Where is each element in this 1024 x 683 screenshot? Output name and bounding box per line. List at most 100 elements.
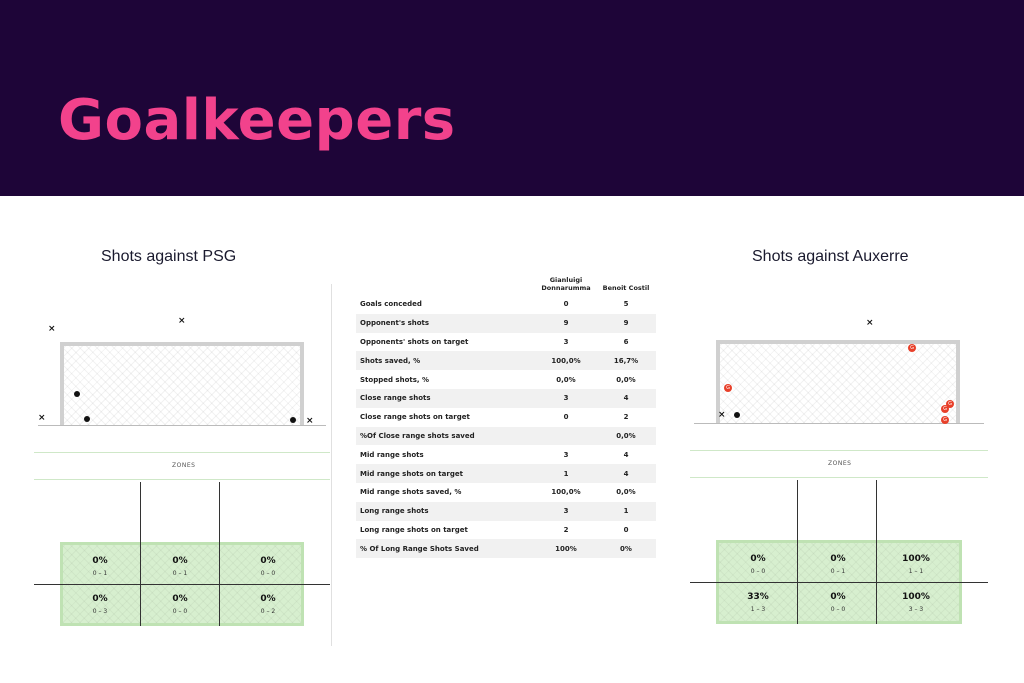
left-goal-chart: × × × × bbox=[34, 300, 330, 430]
row-label: Close range shots on target bbox=[360, 413, 470, 422]
table-row: %Of Close range shots saved 0,0% bbox=[356, 426, 656, 446]
table-row: Mid range shots 3 4 bbox=[356, 445, 656, 464]
header-banner: Goalkeepers bbox=[0, 0, 1024, 196]
donnarumma-value: 0 bbox=[563, 413, 569, 422]
row-label: Shots saved, % bbox=[356, 351, 536, 371]
costil-value: 2 bbox=[623, 413, 629, 422]
zone-cell: 100% 1 – 1 bbox=[902, 554, 930, 575]
shot-off-target-mark: × bbox=[306, 416, 314, 426]
costil-value: 9 bbox=[596, 313, 656, 333]
shot-saved-mark bbox=[74, 391, 80, 397]
zone-cell: 0% 0 – 2 bbox=[260, 594, 276, 615]
costil-value: 4 bbox=[623, 450, 629, 459]
zones-label: ZONES bbox=[172, 462, 196, 469]
zone-cell: 0% 0 – 3 bbox=[92, 594, 108, 615]
costil-value: 0% bbox=[596, 539, 656, 559]
table-row: Mid range shots saved, % 100,0% 0,0% bbox=[356, 483, 656, 502]
donnarumma-value: 0,0% bbox=[556, 375, 576, 384]
costil-value: 5 bbox=[623, 300, 629, 309]
row-label: Mid range shots bbox=[360, 450, 424, 459]
zone-cell: 0% 0 – 1 bbox=[172, 556, 188, 577]
goal-conceded-mark: G bbox=[941, 416, 949, 424]
shot-saved-mark bbox=[84, 416, 90, 422]
goalkeeper-stats-table: Gianluigi Donnarumma Benoit Costil Goals… bbox=[356, 276, 656, 559]
donnarumma-value: 3 bbox=[563, 337, 569, 346]
shot-off-target-mark: × bbox=[178, 316, 186, 326]
donnarumma-value: 9 bbox=[536, 313, 596, 333]
row-label: Goals conceded bbox=[360, 300, 422, 309]
zone-cell: 0% 0 – 0 bbox=[830, 592, 846, 613]
table-row: Stopped shots, % 0,0% 0,0% bbox=[356, 370, 656, 389]
donnarumma-value: 100,0% bbox=[536, 351, 596, 371]
row-label: Close range shots bbox=[356, 388, 536, 408]
shot-off-target-mark: × bbox=[38, 413, 46, 423]
zone-grid-line bbox=[876, 480, 877, 624]
zone-cell: 0% 0 – 0 bbox=[172, 594, 188, 615]
zone-grid-line bbox=[140, 482, 141, 626]
row-label: % Of Long Range Shots Saved bbox=[356, 539, 536, 559]
donnarumma-value: 1 bbox=[536, 464, 596, 483]
goal-line bbox=[38, 425, 326, 426]
costil-value: 0,0% bbox=[616, 375, 636, 384]
shot-saved-mark bbox=[734, 412, 740, 418]
costil-value: 0,0% bbox=[596, 426, 656, 446]
row-label: Opponents' shots on target bbox=[360, 337, 469, 346]
table-row: Mid range shots on target 1 4 bbox=[356, 464, 656, 483]
row-label: %Of Close range shots saved bbox=[356, 426, 536, 446]
row-label: Long range shots bbox=[356, 501, 536, 521]
costil-value: 6 bbox=[623, 337, 629, 346]
zone-cell: 0% 0 – 0 bbox=[260, 556, 276, 577]
goal-conceded-mark: G bbox=[941, 405, 949, 413]
donnarumma-value: 100,0% bbox=[551, 488, 581, 497]
table-row: % Of Long Range Shots Saved 100% 0% bbox=[356, 539, 656, 559]
zone-goal-area bbox=[60, 542, 304, 626]
donnarumma-value: 100% bbox=[536, 539, 596, 559]
right-section-title: Shots against Auxerre bbox=[752, 248, 909, 265]
page-title: Goalkeepers bbox=[58, 88, 456, 153]
row-label: Stopped shots, % bbox=[360, 375, 429, 384]
zone-cell: 0% 0 – 0 bbox=[750, 554, 766, 575]
zone-cell: 33% 1 – 3 bbox=[747, 592, 769, 613]
table-row: Long range shots 3 1 bbox=[356, 501, 656, 521]
table-header-donnarumma: Gianluigi Donnarumma bbox=[541, 276, 591, 292]
table-row: Close range shots on target 0 2 bbox=[356, 408, 656, 427]
zones-divider-bottom bbox=[34, 479, 330, 480]
zone-grid-line bbox=[797, 480, 798, 624]
donnarumma-value: 3 bbox=[536, 501, 596, 521]
costil-value: 0,0% bbox=[616, 488, 636, 497]
costil-value: 0 bbox=[623, 525, 629, 534]
goal-conceded-mark: G bbox=[724, 384, 732, 392]
zone-cell: 0% 0 – 1 bbox=[830, 554, 846, 575]
goal-line bbox=[694, 423, 984, 424]
donnarumma-value: 3 bbox=[536, 388, 596, 408]
goal-net bbox=[64, 346, 300, 426]
zones-label: ZONES bbox=[828, 460, 852, 467]
zone-cell: 100% 3 – 3 bbox=[902, 592, 930, 613]
costil-value: 1 bbox=[596, 501, 656, 521]
goal-frame bbox=[60, 342, 304, 426]
zones-divider-bottom bbox=[690, 477, 988, 478]
zones-divider-top bbox=[34, 452, 330, 453]
left-panel-divider bbox=[331, 284, 332, 646]
table-row: Shots saved, % 100,0% 16,7% bbox=[356, 351, 656, 371]
goal-frame bbox=[716, 340, 960, 424]
table-row: Long range shots on target 2 0 bbox=[356, 521, 656, 540]
row-label: Long range shots on target bbox=[360, 525, 468, 534]
donnarumma-value: 0 bbox=[563, 300, 569, 309]
donnarumma-value: 2 bbox=[563, 525, 569, 534]
shot-off-target-mark: × bbox=[718, 410, 726, 420]
shot-off-target-mark: × bbox=[48, 324, 56, 334]
shot-saved-mark bbox=[290, 417, 296, 423]
costil-value: 4 bbox=[596, 388, 656, 408]
zone-grid-line bbox=[690, 582, 988, 583]
row-label: Mid range shots on target bbox=[356, 464, 536, 483]
table-row: Opponent's shots 9 9 bbox=[356, 313, 656, 333]
goal-conceded-mark: G bbox=[946, 400, 954, 408]
zone-grid-line bbox=[219, 482, 220, 626]
table-row: Goals conceded 0 5 bbox=[356, 295, 656, 314]
table-header-costil: Benoit Costil bbox=[602, 284, 650, 292]
table-row: Opponents' shots on target 3 6 bbox=[356, 333, 656, 352]
zone-grid-line bbox=[34, 584, 330, 585]
zone-cell: 0% 0 – 1 bbox=[92, 556, 108, 577]
table-header-empty bbox=[356, 276, 536, 295]
